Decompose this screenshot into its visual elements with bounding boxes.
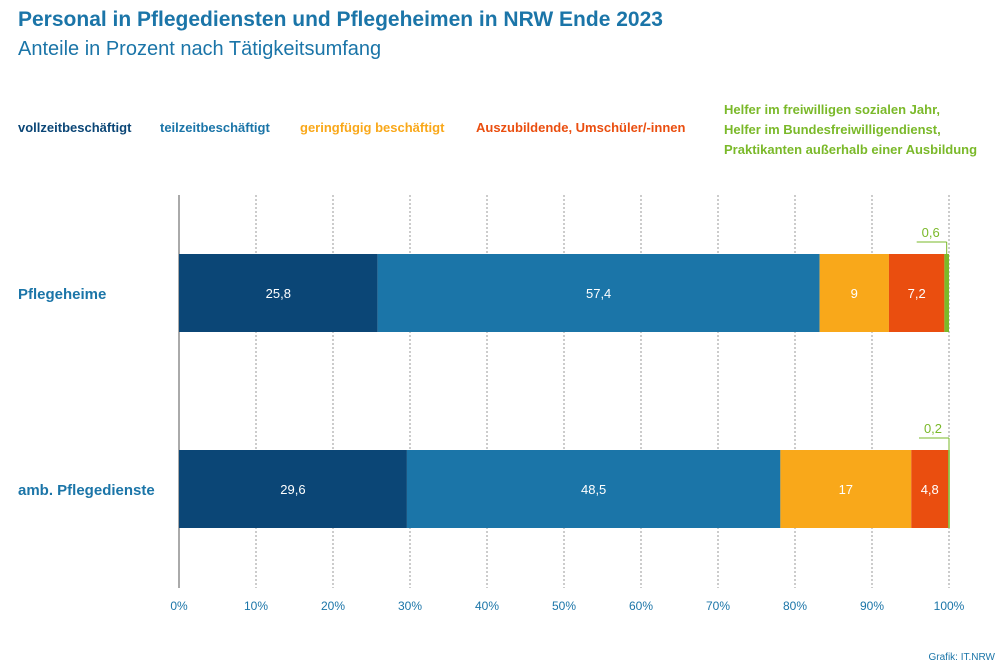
data-label: 0,2 [924,421,942,436]
legend-entry-helfer: Helfer im freiwilligen sozialen Jahr, He… [724,100,977,160]
category-label-amb-pflegedienste: amb. Pflegedienste [18,482,155,499]
source-credit: Grafik: IT.NRW [928,652,995,663]
legend-entry-geringfuegig: geringfügig beschäftigt [300,120,445,135]
x-tick-label: 40% [475,599,499,613]
bar-segment [911,450,949,528]
x-tick-label: 80% [783,599,807,613]
bar-segment [944,254,949,332]
data-label: 57,4 [586,286,611,301]
legend-helfer-line-1: Helfer im freiwilligen sozialen Jahr, [724,102,941,117]
legend-entry-teilzeit: teilzeitbeschäftigt [160,120,270,135]
bar-segment [179,450,407,528]
bar-segment [406,450,781,528]
data-label: 4,8 [921,482,939,497]
x-tick-label: 60% [629,599,653,613]
data-label: 29,6 [280,482,305,497]
x-tick-label: 70% [706,599,730,613]
bar-segment [819,254,889,332]
x-tick-label: 30% [398,599,422,613]
x-tick-label: 0% [170,599,188,613]
legend-entry-auszubildende: Auszubildende, Umschüler/-innen [476,120,686,135]
bar-segment [179,254,378,332]
legend-entry-vollzeit: vollzeitbeschäftigt [18,120,132,135]
legend-helfer-line-3: Praktikanten außerhalb einer Ausbildung [724,142,978,157]
data-label: 17 [839,482,853,497]
x-tick-label: 90% [860,599,884,613]
x-tick-label: 20% [321,599,345,613]
chart-subtitle: Anteile in Prozent nach Tätigkeitsumfang [18,38,382,60]
data-label: 7,2 [908,286,926,301]
data-label: 9 [851,286,858,301]
data-label: 48,5 [581,482,606,497]
bar-segment [888,254,945,332]
data-label: 0,6 [922,225,940,240]
bar-segment [780,450,912,528]
chart-title: Personal in Pflegediensten und Pflegehei… [18,8,663,31]
bar-segment [948,450,950,528]
x-tick-label: 100% [934,599,965,613]
x-tick-label: 50% [552,599,576,613]
bar-segment [377,254,820,332]
data-label: 25,8 [266,286,291,301]
category-label-pflegeheime: Pflegeheime [18,286,107,303]
legend-helfer-line-2: Helfer im Bundesfreiwilligendienst, [724,122,941,137]
x-tick-label: 10% [244,599,268,613]
